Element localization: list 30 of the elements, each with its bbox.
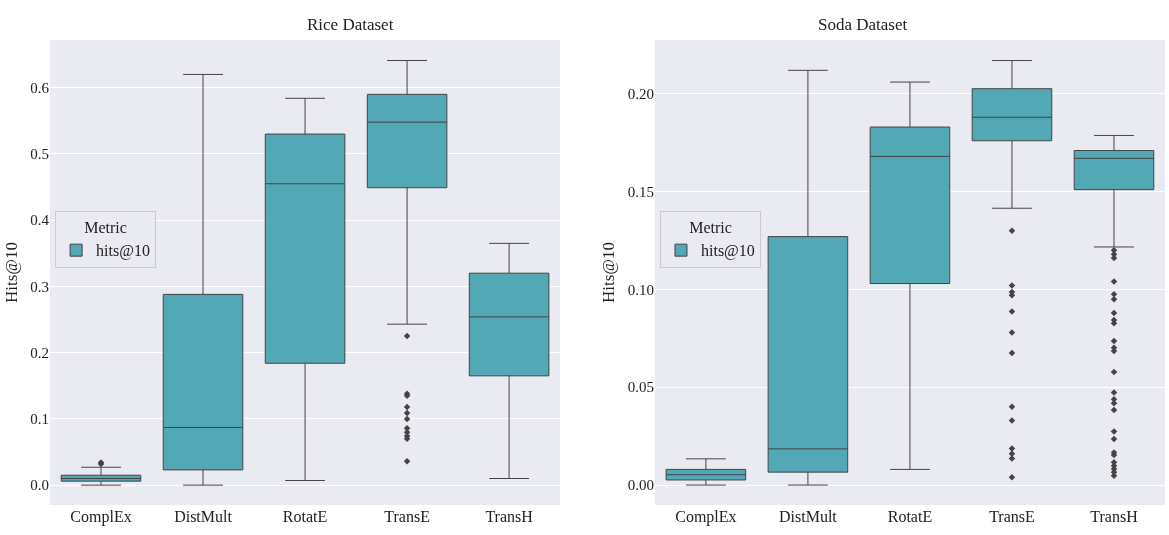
- x-tick-label: TransH: [485, 508, 534, 525]
- y-axis-title: Hits@10: [599, 242, 619, 303]
- x-tick-label: DistMult: [174, 508, 233, 525]
- y-tick-label: 0.6: [30, 79, 50, 96]
- chart-title: Rice Dataset: [307, 15, 394, 34]
- legend-label: hits@10: [96, 242, 150, 261]
- x-tick-label: TransH: [1090, 508, 1139, 525]
- chart-title: Soda Dataset: [818, 15, 908, 34]
- x-tick-label: TransE: [989, 508, 1035, 525]
- y-tick-label: 0.3: [30, 278, 49, 295]
- legend-label: hits@10: [700, 242, 755, 261]
- y-tick-label: 0.4: [30, 212, 50, 229]
- y-tick-label: 0.10: [627, 281, 654, 298]
- y-tick-label: 0.05: [627, 379, 654, 396]
- x-tick-label: TransE: [384, 508, 430, 525]
- x-tick-label: ComplEx: [70, 508, 132, 526]
- x-tick-label: ComplEx: [675, 508, 737, 526]
- y-tick-label: 0.20: [627, 86, 654, 103]
- y-tick-label: 0.1: [30, 411, 49, 428]
- y-axis-title: Hits@10: [1, 242, 21, 303]
- y-tick-label: 0.15: [627, 183, 654, 200]
- x-tick-label: DistMult: [779, 508, 838, 525]
- x-tick-label: RotatE: [887, 508, 933, 525]
- y-tick-label: 0.2: [30, 344, 49, 361]
- y-tick-label: 0.00: [627, 477, 654, 494]
- legend-title: Metric: [689, 219, 732, 237]
- y-tick-label: 0.5: [30, 146, 49, 163]
- y-tick-label: 0.0: [30, 477, 49, 494]
- legend-title: Metric: [84, 219, 127, 237]
- x-tick-label: RotatE: [282, 508, 328, 525]
